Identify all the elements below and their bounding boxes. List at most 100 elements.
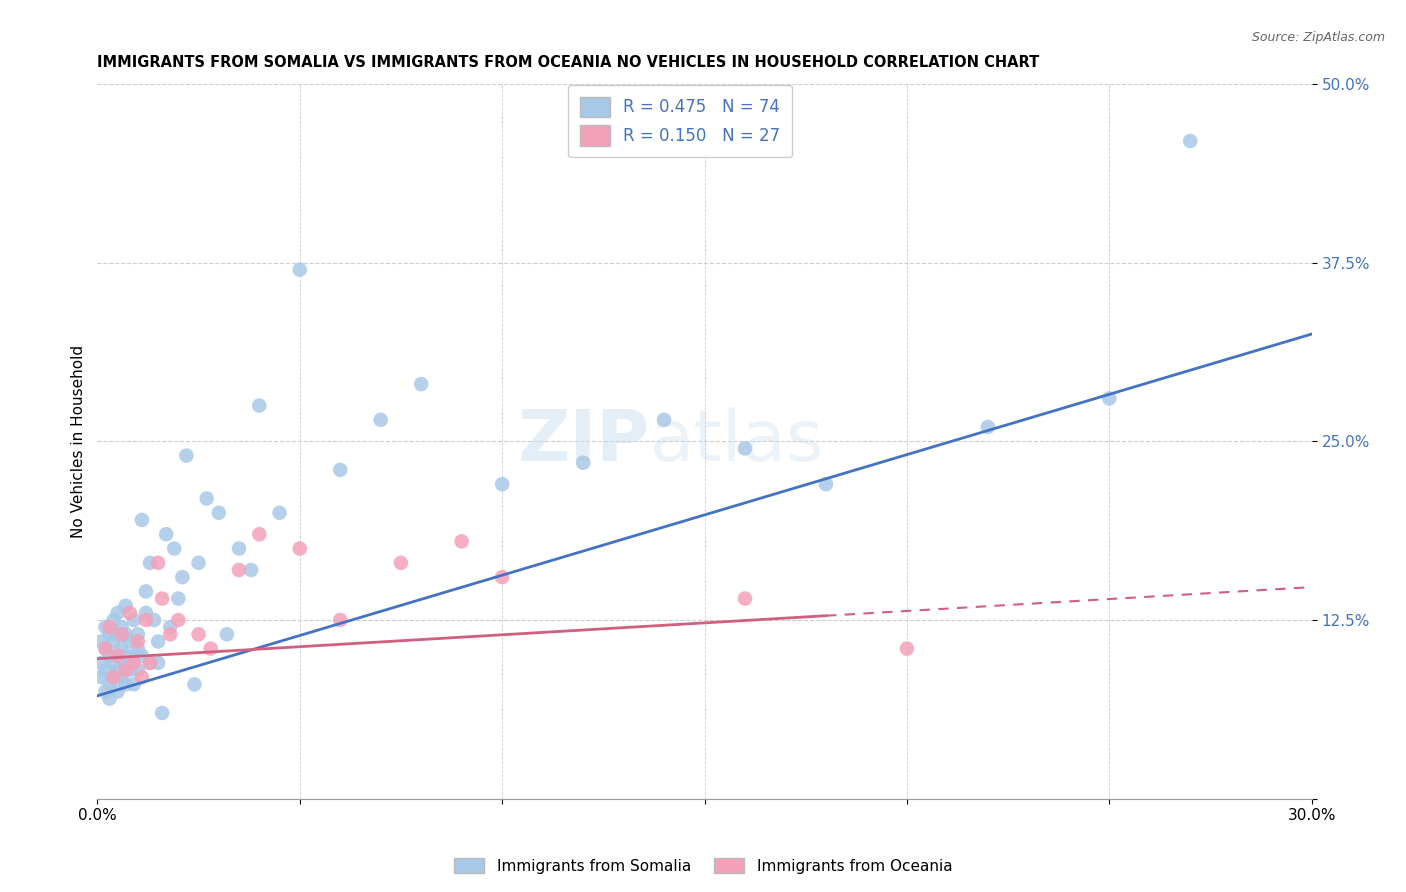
Point bbox=[200, 641, 222, 656]
Point bbox=[107, 648, 129, 663]
Point bbox=[127, 627, 149, 641]
Point bbox=[814, 477, 837, 491]
Point bbox=[167, 591, 190, 606]
Point bbox=[1180, 134, 1202, 148]
Point bbox=[103, 613, 125, 627]
Point bbox=[118, 606, 141, 620]
Point bbox=[183, 677, 205, 691]
Point bbox=[150, 706, 173, 720]
Point bbox=[122, 648, 145, 663]
Point bbox=[111, 627, 134, 641]
Point bbox=[247, 527, 270, 541]
Point bbox=[491, 477, 513, 491]
Point bbox=[228, 563, 250, 577]
Point bbox=[122, 613, 145, 627]
Point bbox=[98, 691, 121, 706]
Point bbox=[90, 634, 112, 648]
Point bbox=[114, 663, 136, 677]
Legend: Immigrants from Somalia, Immigrants from Oceania: Immigrants from Somalia, Immigrants from… bbox=[447, 852, 959, 880]
Point bbox=[176, 449, 198, 463]
Point bbox=[90, 656, 112, 670]
Point bbox=[94, 641, 117, 656]
Point bbox=[195, 491, 218, 506]
Point bbox=[240, 563, 263, 577]
Point bbox=[94, 620, 117, 634]
Point bbox=[111, 656, 134, 670]
Point bbox=[1098, 392, 1121, 406]
Point bbox=[135, 613, 157, 627]
Point bbox=[90, 670, 112, 684]
Point bbox=[94, 663, 117, 677]
Point bbox=[118, 634, 141, 648]
Point bbox=[172, 570, 194, 584]
Point bbox=[734, 442, 756, 456]
Point bbox=[208, 506, 231, 520]
Point bbox=[111, 641, 134, 656]
Point bbox=[389, 556, 412, 570]
Point bbox=[94, 684, 117, 698]
Point bbox=[411, 377, 433, 392]
Point bbox=[135, 606, 157, 620]
Point bbox=[114, 599, 136, 613]
Point bbox=[491, 570, 513, 584]
Point bbox=[111, 620, 134, 634]
Point bbox=[896, 641, 918, 656]
Point bbox=[150, 591, 173, 606]
Point bbox=[131, 513, 153, 527]
Point bbox=[146, 556, 169, 570]
Point bbox=[139, 656, 162, 670]
Point bbox=[107, 684, 129, 698]
Point bbox=[103, 634, 125, 648]
Point bbox=[146, 634, 169, 648]
Point bbox=[734, 591, 756, 606]
Point bbox=[228, 541, 250, 556]
Point bbox=[98, 620, 121, 634]
Point bbox=[131, 648, 153, 663]
Point bbox=[122, 656, 145, 670]
Point bbox=[114, 648, 136, 663]
Point bbox=[114, 677, 136, 691]
Text: Source: ZipAtlas.com: Source: ZipAtlas.com bbox=[1251, 31, 1385, 45]
Point bbox=[94, 641, 117, 656]
Point bbox=[167, 613, 190, 627]
Point bbox=[139, 556, 162, 570]
Point bbox=[652, 413, 675, 427]
Point bbox=[370, 413, 392, 427]
Point bbox=[143, 613, 166, 627]
Point bbox=[103, 670, 125, 684]
Point bbox=[288, 262, 311, 277]
Point bbox=[247, 399, 270, 413]
Point bbox=[98, 627, 121, 641]
Text: IMMIGRANTS FROM SOMALIA VS IMMIGRANTS FROM OCEANIA NO VEHICLES IN HOUSEHOLD CORR: IMMIGRANTS FROM SOMALIA VS IMMIGRANTS FR… bbox=[97, 55, 1039, 70]
Point bbox=[450, 534, 472, 549]
Point bbox=[118, 656, 141, 670]
Point bbox=[139, 656, 162, 670]
Point bbox=[329, 613, 352, 627]
Point bbox=[163, 541, 186, 556]
Y-axis label: No Vehicles in Household: No Vehicles in Household bbox=[72, 344, 86, 538]
Point bbox=[103, 670, 125, 684]
Point bbox=[146, 656, 169, 670]
Point bbox=[159, 620, 181, 634]
Point bbox=[288, 541, 311, 556]
Point bbox=[215, 627, 238, 641]
Point bbox=[122, 677, 145, 691]
Point bbox=[107, 648, 129, 663]
Point bbox=[107, 627, 129, 641]
Point bbox=[98, 648, 121, 663]
Point bbox=[159, 627, 181, 641]
Point bbox=[155, 527, 177, 541]
Point bbox=[127, 663, 149, 677]
Point bbox=[187, 556, 209, 570]
Point bbox=[187, 627, 209, 641]
Point bbox=[103, 656, 125, 670]
Text: atlas: atlas bbox=[650, 407, 824, 475]
Point bbox=[135, 584, 157, 599]
Text: ZIP: ZIP bbox=[517, 407, 650, 475]
Point bbox=[111, 670, 134, 684]
Point bbox=[269, 506, 291, 520]
Point bbox=[329, 463, 352, 477]
Point bbox=[118, 663, 141, 677]
Point bbox=[572, 456, 595, 470]
Point bbox=[127, 641, 149, 656]
